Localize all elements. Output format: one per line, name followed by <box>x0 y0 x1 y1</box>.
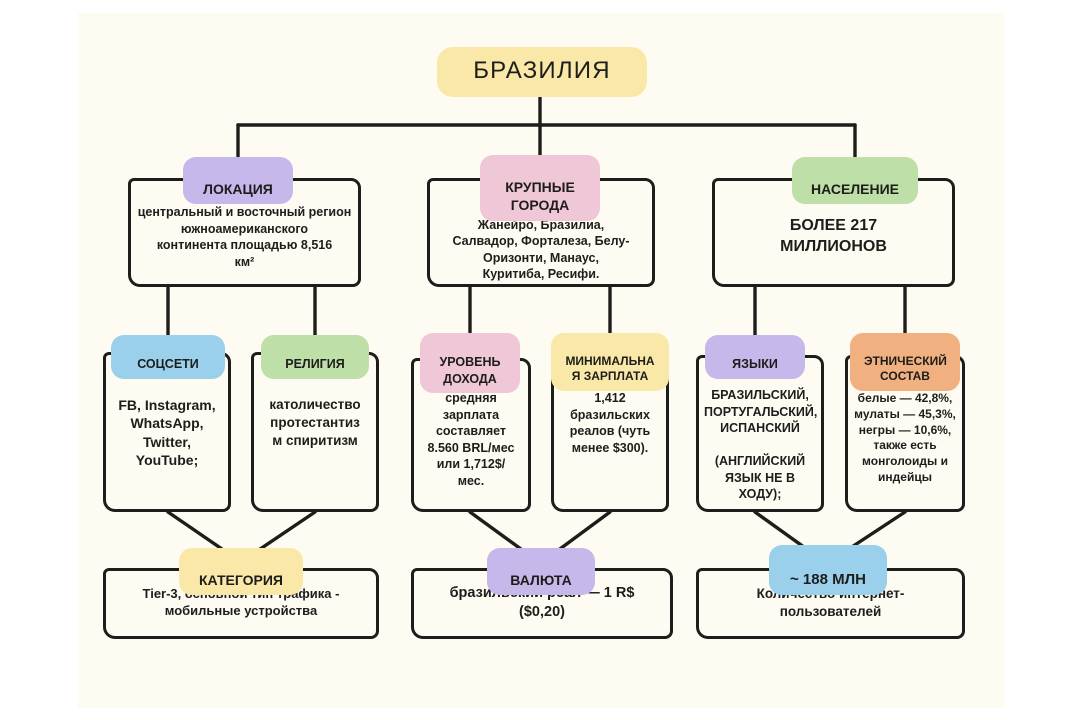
pill-ethnic-composition[interactable]: ЭТНИЧЕСКИЙ СОСТАВ <box>850 333 960 391</box>
node-currency[interactable]: бразильский реал — 1 R$ ($0,20) <box>411 568 680 647</box>
pill-currency-label: ВАЛЮТА <box>510 572 572 589</box>
pill-location-label: ЛОКАЦИЯ <box>203 181 273 198</box>
pill-social-networks-label: СОЦСЕТИ <box>137 357 199 372</box>
node-languages-text: БРАЗИЛЬСКИЙ, ПОРТУГАЛЬСКИЙ, ИСПАНСКИЙ (А… <box>704 388 818 501</box>
node-languages[interactable]: БРАЗИЛЬСКИЙ, ПОРТУГАЛЬСКИЙ, ИСПАНСКИЙ (А… <box>696 355 831 520</box>
pill-languages[interactable]: ЯЗЫКИ <box>705 335 805 379</box>
node-social-networks[interactable]: FB, Instagram, WhatsApp, Twitter, YouTub… <box>103 352 238 520</box>
pill-languages-label: ЯЗЫКИ <box>732 357 778 372</box>
root-label: БРАЗИЛИЯ <box>473 57 611 84</box>
pill-major-cities-label: КРУПНЫЕ ГОРОДА <box>505 179 575 214</box>
node-religion-body <box>251 352 379 512</box>
pill-minimum-wage[interactable]: МИНИМАЛЬНА Я ЗАРПЛАТА <box>551 333 669 391</box>
node-religion[interactable]: католичество протестантиз м спиритизм <box>251 352 386 520</box>
node-ethnic-composition-text: белые — 42,8%, мулаты — 45,3%, негры — 1… <box>854 391 956 485</box>
node-population-text: БОЛЕЕ 217 МИЛЛИОНОВ <box>780 217 887 256</box>
pill-religion-label: РЕЛИГИЯ <box>285 357 345 372</box>
node-income-level-text: средняя зарплата составляет 8.560 BRL/ме… <box>427 391 515 488</box>
pill-minimum-wage-label: МИНИМАЛЬНА Я ЗАРПЛАТА <box>565 353 655 384</box>
pill-social-networks[interactable]: СОЦСЕТИ <box>111 335 225 379</box>
node-social-networks-body <box>103 352 231 512</box>
pill-income-level-label: УРОВЕНЬ ДОХОДА <box>439 355 501 386</box>
pill-ethnic-composition-label: ЭТНИЧЕСКИЙ СОСТАВ <box>864 353 947 384</box>
node-religion-text: католичество протестантиз м спиритизм <box>269 397 361 448</box>
node-social-networks-text: FB, Instagram, WhatsApp, Twitter, YouTub… <box>118 397 216 469</box>
pill-income-level[interactable]: УРОВЕНЬ ДОХОДА <box>420 333 520 393</box>
node-languages-body <box>696 355 824 512</box>
pill-population[interactable]: НАСЕЛЕНИЕ <box>792 157 918 205</box>
pill-major-cities[interactable]: КРУПНЫЕ ГОРОДА <box>480 155 600 221</box>
pill-category[interactable]: КАТЕГОРИЯ <box>179 548 303 596</box>
pill-religion[interactable]: РЕЛИГИЯ <box>261 335 369 379</box>
node-minimum-wage-text: 1,412 бразильских реалов (чуть менее $30… <box>569 391 651 455</box>
pill-currency[interactable]: ВАЛЮТА <box>487 548 595 596</box>
pill-population-label: НАСЕЛЕНИЕ <box>811 181 899 198</box>
node-category[interactable]: Tier-3, основной тип трафика - мобильные… <box>103 568 386 647</box>
pill-category-label: КАТЕГОРИЯ <box>199 572 283 589</box>
pill-internet-users-label: ~ 188 МЛН <box>790 570 866 588</box>
pill-internet-users[interactable]: ~ 188 МЛН <box>769 545 887 595</box>
root-node[interactable]: БРАЗИЛИЯ <box>437 47 647 97</box>
pill-location[interactable]: ЛОКАЦИЯ <box>183 157 293 205</box>
node-location-text: центральный и восточный регион южноамери… <box>137 205 352 269</box>
